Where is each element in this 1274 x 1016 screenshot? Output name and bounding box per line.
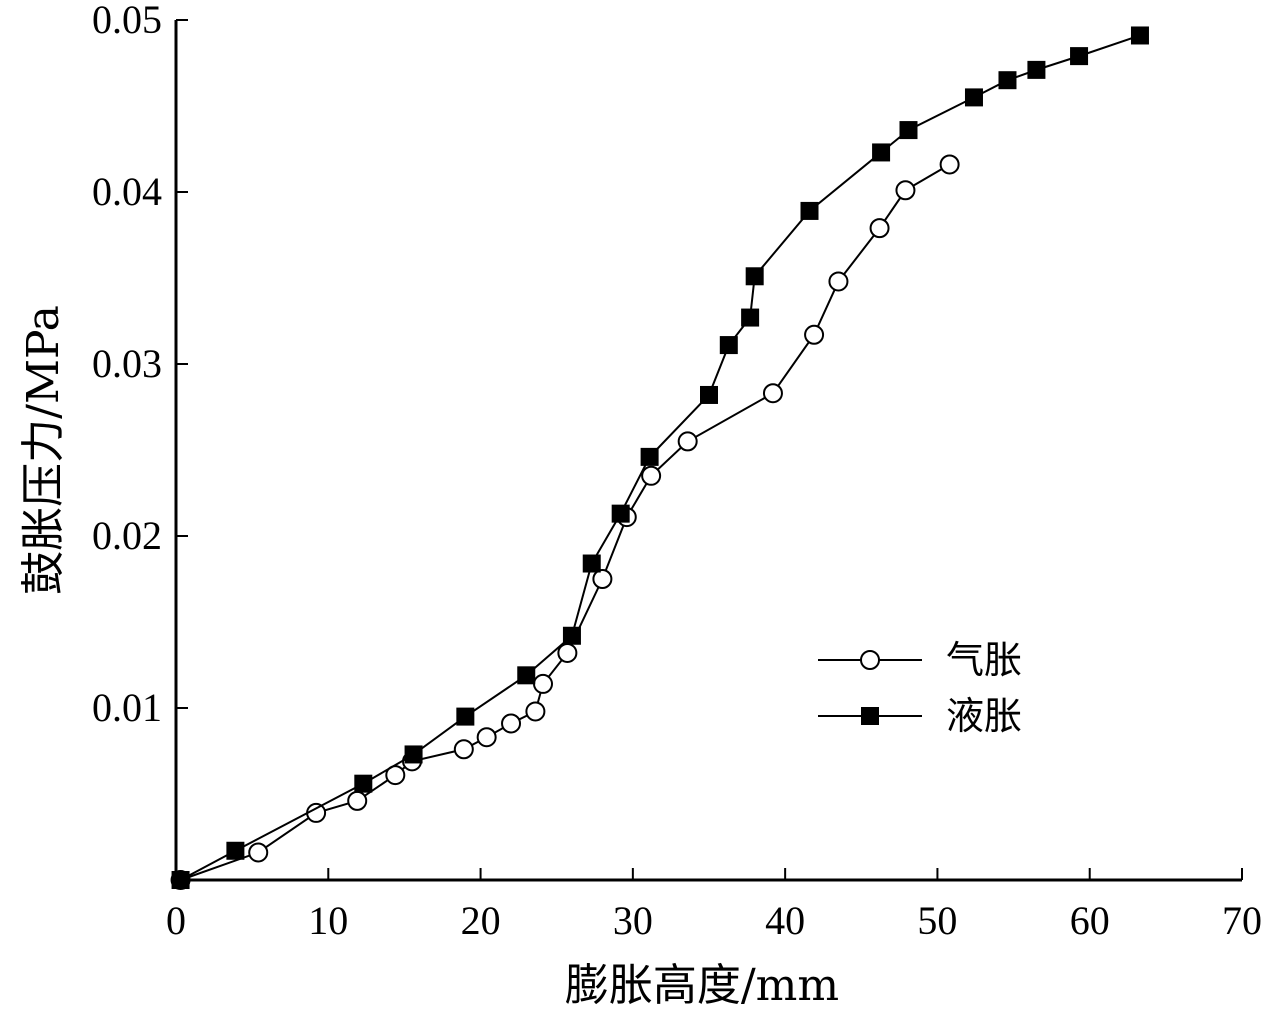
legend-item-yezhang: 液胀 bbox=[818, 694, 1022, 738]
data-point-circle bbox=[895, 180, 916, 201]
x-tick-label: 60 bbox=[1070, 898, 1110, 943]
data-point-circle bbox=[501, 713, 522, 734]
data-point-circle bbox=[762, 383, 783, 404]
y-tick-label: 0.05 bbox=[92, 0, 162, 42]
x-tick-label: 50 bbox=[917, 898, 957, 943]
data-point-square bbox=[171, 871, 190, 889]
data-point-square bbox=[800, 201, 819, 220]
x-tick-label: 30 bbox=[613, 898, 653, 943]
data-point-square bbox=[562, 626, 581, 645]
data-point-square bbox=[582, 554, 601, 573]
x-tick-label: 70 bbox=[1222, 898, 1262, 943]
data-point-circle bbox=[939, 154, 960, 175]
data-point-square bbox=[611, 504, 630, 523]
data-point-circle bbox=[828, 271, 849, 292]
data-point-circle bbox=[677, 431, 698, 452]
data-point-circle bbox=[557, 642, 578, 663]
data-point-circle bbox=[804, 324, 825, 345]
data-point-square bbox=[640, 447, 659, 466]
x-tick-label: 40 bbox=[765, 898, 805, 943]
series-layer bbox=[170, 26, 1149, 890]
y-tick-labels: 0.01 0.02 0.03 0.04 0.05 bbox=[92, 0, 162, 730]
y-tick-marks bbox=[176, 19, 188, 709]
y-axis-title: 鼓胀压力/MPa bbox=[18, 305, 69, 595]
data-point-circle bbox=[476, 727, 497, 748]
data-point-square bbox=[700, 385, 718, 404]
data-point-circle bbox=[347, 790, 368, 811]
data-point-circle bbox=[525, 701, 546, 722]
data-point-square bbox=[1130, 26, 1149, 45]
data-point-square bbox=[404, 745, 423, 764]
x-tick-label: 10 bbox=[308, 898, 348, 943]
x-tick-label: 0 bbox=[166, 898, 186, 943]
data-point-square bbox=[745, 267, 764, 286]
data-point-square bbox=[998, 71, 1017, 90]
y-tick-label: 0.02 bbox=[92, 513, 162, 558]
plot-area: 0 10 20 30 40 50 60 70 0.01 0.02 0.03 0.04 0.05 bbox=[92, 0, 1262, 943]
legend-item-qizhang: 气胀 bbox=[818, 638, 1022, 682]
data-point-circle bbox=[453, 739, 474, 760]
series-qizhang bbox=[170, 154, 960, 890]
data-point-square bbox=[719, 336, 738, 355]
series-line bbox=[180, 34, 1141, 881]
data-point-square bbox=[1070, 47, 1089, 66]
data-point-circle bbox=[248, 842, 269, 863]
data-point-square bbox=[456, 707, 475, 726]
legend-label-qizhang: 气胀 bbox=[946, 638, 1022, 682]
legend-label-yezhang: 液胀 bbox=[946, 694, 1022, 738]
data-point-square bbox=[741, 308, 760, 327]
data-point-circle bbox=[869, 218, 890, 239]
legend-marker-qizhang bbox=[860, 650, 880, 670]
data-point-square bbox=[354, 774, 373, 793]
data-point-circle bbox=[641, 465, 662, 486]
data-point-circle bbox=[306, 802, 327, 823]
legend-marker-yezhang bbox=[861, 707, 879, 725]
legend: 气胀 液胀 bbox=[818, 638, 1022, 738]
series-yezhang bbox=[171, 26, 1149, 889]
x-axis-title: 膨胀高度/mm bbox=[565, 960, 839, 1011]
data-point-square bbox=[226, 841, 245, 860]
data-point-square bbox=[964, 88, 983, 107]
y-tick-label: 0.03 bbox=[92, 341, 162, 386]
x-tick-label: 20 bbox=[461, 898, 501, 943]
data-point-square bbox=[1027, 60, 1046, 79]
data-point-square bbox=[517, 666, 536, 685]
y-tick-label: 0.04 bbox=[92, 169, 162, 214]
data-point-square bbox=[872, 143, 891, 162]
data-point-circle bbox=[533, 673, 554, 694]
data-point-circle bbox=[592, 569, 613, 589]
data-point-square bbox=[899, 121, 918, 140]
series-line bbox=[180, 163, 951, 881]
x-tick-marks bbox=[327, 868, 1243, 880]
x-tick-labels: 0 10 20 30 40 50 60 70 bbox=[166, 898, 1262, 943]
y-tick-label: 0.01 bbox=[92, 685, 162, 730]
